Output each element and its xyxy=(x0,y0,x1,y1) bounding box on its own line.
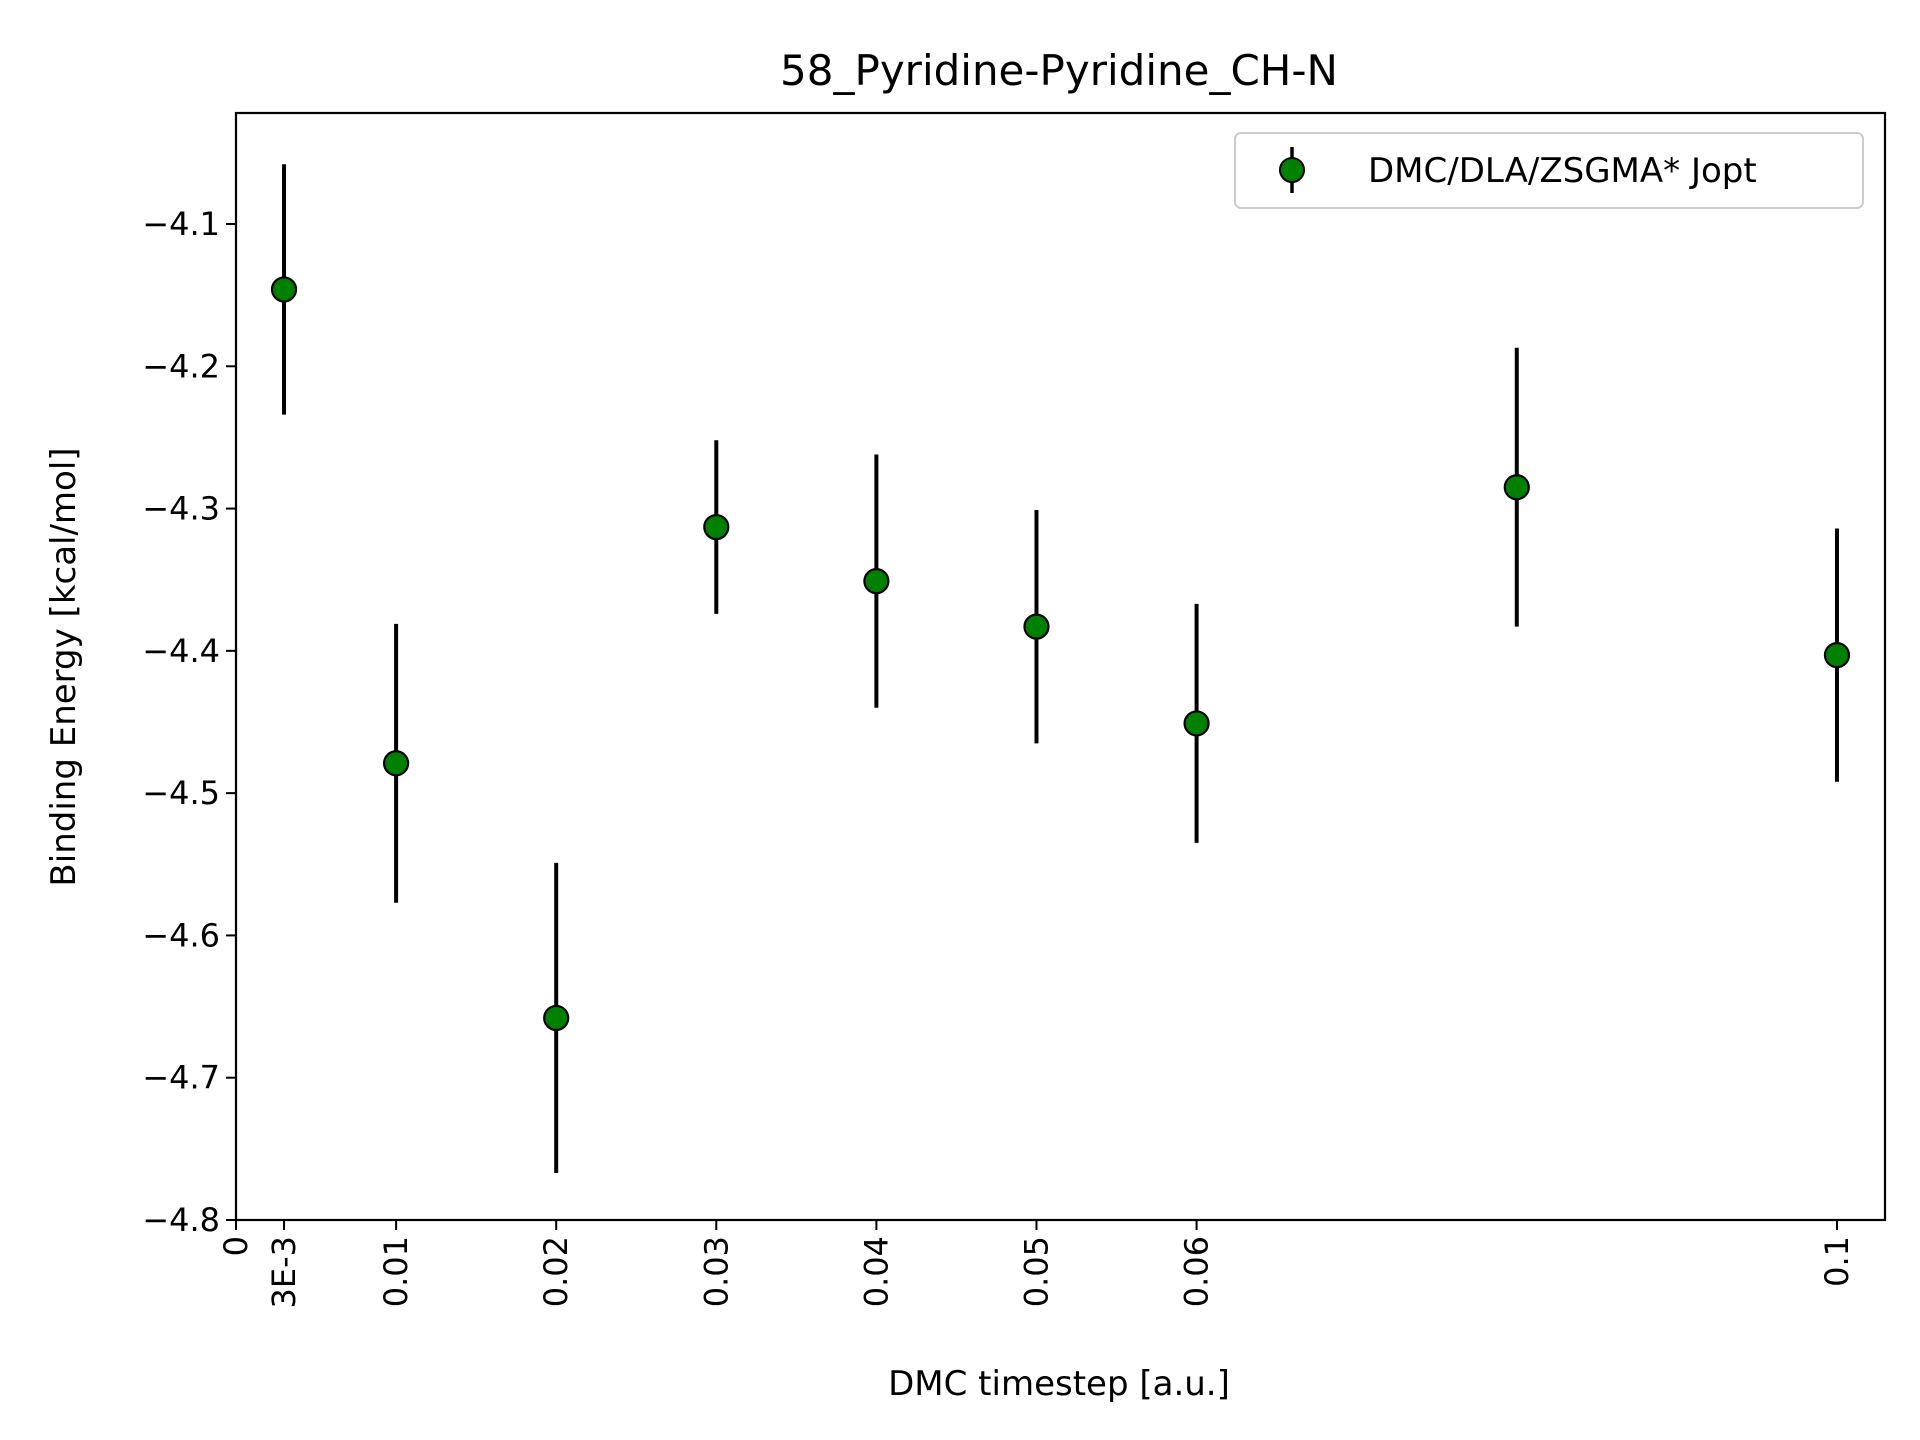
x-tick-label: 0.04 xyxy=(857,1236,895,1307)
x-tick-label: 0.01 xyxy=(377,1236,415,1307)
x-axis-ticks: 0 3E-3 0.01 0.02 0.03 0.04 0.05 0.06 0.1 xyxy=(217,1220,1856,1308)
y-axis-ticks: −4.1 −4.2 −4.3 −4.4 −4.5 −4.6 −4.7 −4.8 xyxy=(142,205,236,1239)
y-tick-label: −4.2 xyxy=(142,347,220,385)
data-point xyxy=(703,513,730,541)
chart-title: 58_Pyridine-Pyridine_CH-N xyxy=(780,46,1338,95)
x-tick-label: 0.1 xyxy=(1818,1236,1856,1287)
y-tick-label: −4.5 xyxy=(142,774,220,812)
data-point xyxy=(543,1004,570,1032)
data-point xyxy=(382,750,410,777)
x-tick-label: 0.06 xyxy=(1178,1236,1216,1307)
y-tick-label: −4.8 xyxy=(142,1201,220,1239)
y-axis-label: Binding Energy [kcal/mol] xyxy=(44,447,84,886)
data-points xyxy=(270,164,1851,1174)
x-tick-label: 0.02 xyxy=(537,1236,575,1307)
data-point xyxy=(1183,710,1210,737)
legend-marker xyxy=(1279,157,1305,183)
legend-label: DMC/DLA/ZSGMA* Jopt xyxy=(1368,151,1757,191)
data-point xyxy=(1823,642,1851,669)
data-point xyxy=(270,276,298,303)
x-tick-label: 0 xyxy=(217,1236,255,1256)
y-tick-label: −4.1 xyxy=(142,205,220,243)
data-point xyxy=(863,568,890,595)
legend-box xyxy=(1234,132,1864,209)
data-point xyxy=(1023,613,1050,640)
y-tick-label: −4.7 xyxy=(142,1059,220,1097)
x-tick-label: 3E-3 xyxy=(265,1236,303,1308)
x-tick-label: 0.05 xyxy=(1017,1236,1055,1307)
y-tick-label: −4.3 xyxy=(142,490,220,528)
legend: DMC/DLA/ZSGMA* Jopt xyxy=(1234,132,1864,209)
plot-frame xyxy=(234,111,1887,1222)
x-tick-label: 0.03 xyxy=(697,1236,735,1307)
data-point xyxy=(1503,474,1530,501)
y-tick-label: −4.4 xyxy=(142,632,220,670)
x-axis-label: DMC timestep [a.u.] xyxy=(888,1364,1230,1404)
y-tick-label: −4.6 xyxy=(142,916,220,954)
